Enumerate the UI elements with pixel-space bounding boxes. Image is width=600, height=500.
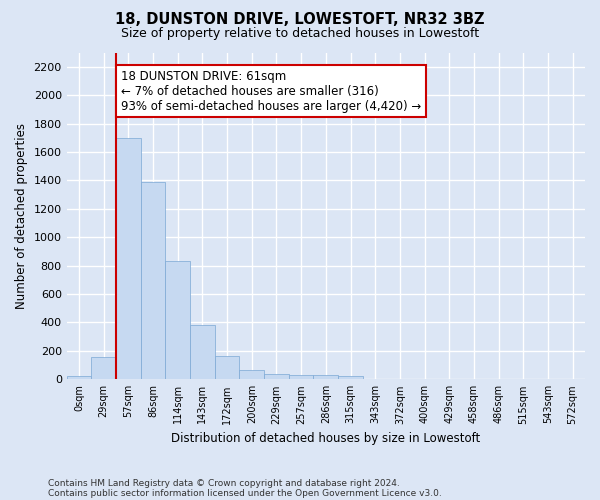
Bar <box>116 138 141 380</box>
Text: Size of property relative to detached houses in Lowestoft: Size of property relative to detached ho… <box>121 28 479 40</box>
Bar <box>264 374 289 380</box>
Text: Contains public sector information licensed under the Open Government Licence v3: Contains public sector information licen… <box>48 488 442 498</box>
Bar <box>338 376 363 380</box>
Text: 18, DUNSTON DRIVE, LOWESTOFT, NR32 3BZ: 18, DUNSTON DRIVE, LOWESTOFT, NR32 3BZ <box>115 12 485 28</box>
Bar <box>190 324 215 380</box>
Text: Contains HM Land Registry data © Crown copyright and database right 2024.: Contains HM Land Registry data © Crown c… <box>48 478 400 488</box>
Bar <box>91 358 116 380</box>
Bar <box>67 376 91 380</box>
Bar <box>239 370 264 380</box>
Bar <box>141 182 166 380</box>
Bar <box>289 376 313 380</box>
Text: 18 DUNSTON DRIVE: 61sqm
← 7% of detached houses are smaller (316)
93% of semi-de: 18 DUNSTON DRIVE: 61sqm ← 7% of detached… <box>121 70 421 112</box>
Bar <box>313 376 338 380</box>
Y-axis label: Number of detached properties: Number of detached properties <box>15 123 28 309</box>
Bar <box>215 356 239 380</box>
X-axis label: Distribution of detached houses by size in Lowestoft: Distribution of detached houses by size … <box>171 432 481 445</box>
Bar <box>166 260 190 380</box>
